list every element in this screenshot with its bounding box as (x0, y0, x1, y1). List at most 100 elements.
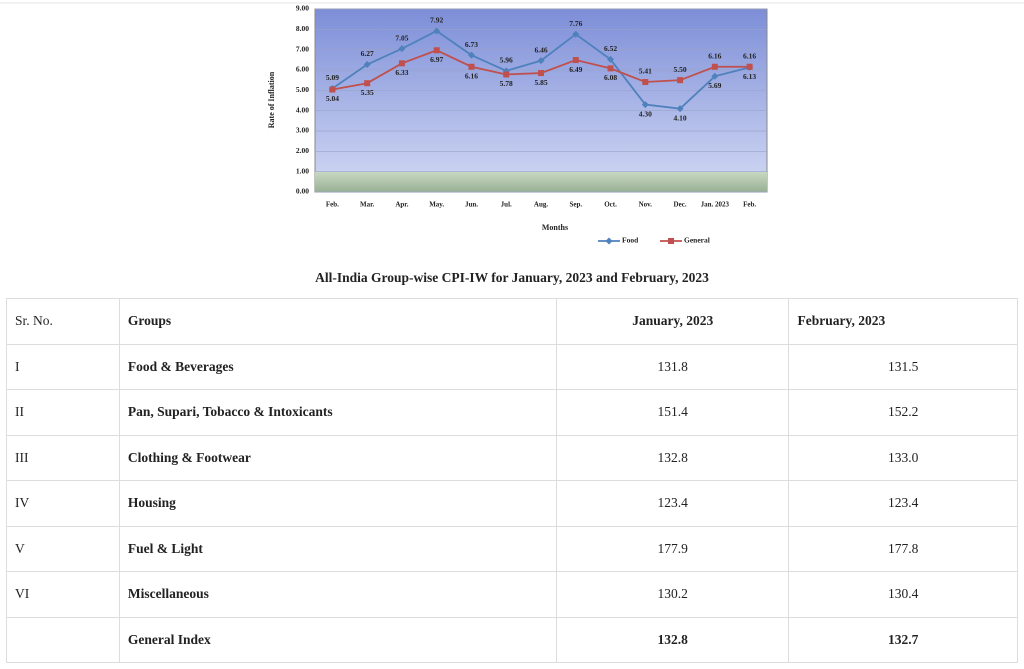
data-label: 5.96 (500, 56, 513, 65)
data-point (329, 86, 336, 93)
table-cell: 177.9 (555, 525, 790, 572)
x-tick-label: Jun. (465, 201, 478, 209)
x-tick-label: May. (429, 201, 444, 209)
data-point (537, 57, 545, 65)
table-cell: 130.2 (555, 571, 790, 618)
chart: Rate of Inflation Months 0.00 1.00 2.00 3.0… (0, 2, 1024, 245)
data-label: 5.04 (326, 94, 339, 103)
table-cell: 131.5 (788, 343, 1018, 390)
table-row: II Pan, Supari, Tobacco & Intoxicants 151.… (6, 389, 1018, 436)
data-point (641, 101, 649, 109)
legend-label: Food (622, 236, 639, 245)
data-label: 5.50 (674, 65, 687, 74)
y-axis-title: Rate of Inflation (267, 71, 276, 128)
table-cell: General Index (118, 616, 557, 663)
data-point (433, 27, 441, 35)
data-point (398, 45, 406, 53)
data-point (607, 65, 614, 72)
plot-floor (315, 171, 767, 192)
table-header-row: Sr. No. Groups January, 2023 February, 2023 (6, 298, 1018, 345)
data-label: 5.09 (326, 73, 339, 82)
table-cell: III (6, 434, 120, 481)
data-label: 7.92 (430, 16, 443, 25)
y-tick-label: 0.00 (296, 187, 309, 196)
y-tick-label: 8.00 (296, 24, 309, 33)
data-label: 6.73 (465, 40, 478, 49)
table-row: IV Housing 123.4 123.4 (6, 480, 1018, 527)
x-tick-label: Sep. (569, 201, 582, 209)
table-cell: 132.7 (788, 616, 1018, 663)
table-row: General Index 132.8 132.7 (6, 616, 1018, 663)
x-tick-label: Jul. (501, 201, 512, 209)
data-label: 4.30 (639, 109, 652, 118)
table-title: All-India Group-wise CPI-IW for January,… (315, 270, 709, 285)
x-tick-label: Nov. (639, 201, 653, 209)
data-point (503, 71, 510, 78)
data-label: 4.10 (674, 113, 687, 122)
data-label: 6.27 (361, 49, 374, 58)
data-label: 5.69 (708, 81, 721, 90)
data-label: 6.49 (569, 65, 582, 74)
y-tick-label: 1.00 (296, 166, 309, 175)
table-cell: Housing (118, 480, 557, 527)
y-tick-label: 5.00 (296, 85, 309, 94)
data-point (433, 47, 440, 54)
y-tick-label: 6.00 (296, 65, 309, 74)
plot-area (314, 8, 768, 193)
table-cell: II (6, 389, 120, 436)
data-point (676, 105, 684, 113)
data-label: 6.46 (534, 45, 547, 54)
data-label: 5.78 (500, 79, 513, 88)
table-cell: Food & Beverages (118, 343, 557, 390)
table-row: III Clothing & Footwear 132.8 133.0 (6, 434, 1018, 481)
data-point (746, 63, 753, 70)
table-cell: V (6, 525, 120, 572)
data-point (642, 78, 649, 85)
data-label: 6.13 (743, 72, 756, 81)
data-label: 6.16 (708, 51, 721, 60)
data-label: 5.85 (534, 78, 547, 87)
x-tick-label: Apr. (395, 201, 408, 209)
data-point (363, 61, 371, 69)
data-label: 6.33 (395, 68, 408, 77)
table-cell: 177.8 (788, 525, 1018, 572)
column-header: Groups (118, 298, 557, 345)
data-point (538, 70, 544, 77)
x-tick-label: Feb. (743, 201, 756, 209)
data-point (364, 80, 371, 87)
table-cell: 131.8 (555, 343, 790, 390)
table-cell: Fuel & Light (118, 525, 557, 572)
table-cell: 132.8 (555, 434, 790, 481)
table-cell: 130.4 (788, 571, 1018, 618)
column-header: February, 2023 (788, 298, 1018, 345)
y-tick-label: 7.00 (296, 44, 309, 53)
x-tick-label: Mar. (360, 201, 375, 209)
column-header: Sr. No. (6, 298, 120, 345)
table-cell: 152.2 (788, 389, 1018, 436)
data-label: 7.76 (569, 19, 582, 28)
data-point (468, 63, 475, 70)
data-point (467, 51, 475, 59)
table-cell: 151.4 (555, 389, 790, 436)
table: Sr. No. Groups January, 2023 February, 2023… (6, 298, 1018, 663)
table-cell (6, 616, 120, 663)
table-row: VI Miscellaneous 130.2 130.4 (6, 571, 1018, 618)
data-point (711, 72, 719, 80)
legend-marker (668, 238, 674, 244)
table-cell: 123.4 (788, 480, 1018, 527)
table-cell: Clothing & Footwear (118, 434, 557, 481)
x-tick-label: Jan. 2023 (701, 201, 730, 209)
table-cell: 133.0 (788, 434, 1018, 481)
table-cell: Miscellaneous (118, 571, 557, 618)
data-point (607, 55, 615, 63)
data-label: 6.16 (465, 71, 478, 80)
data-point (711, 63, 718, 70)
table-row: I Food & Beverages 131.8 131.5 (6, 343, 1018, 390)
data-point (572, 57, 579, 64)
data-label: 6.16 (743, 51, 756, 60)
data-point (677, 77, 684, 84)
column-header: January, 2023 (555, 298, 790, 345)
y-tick-label: 9.00 (296, 4, 309, 13)
table-cell: 132.8 (555, 616, 790, 663)
y-tick-label: 2.00 (296, 146, 309, 155)
